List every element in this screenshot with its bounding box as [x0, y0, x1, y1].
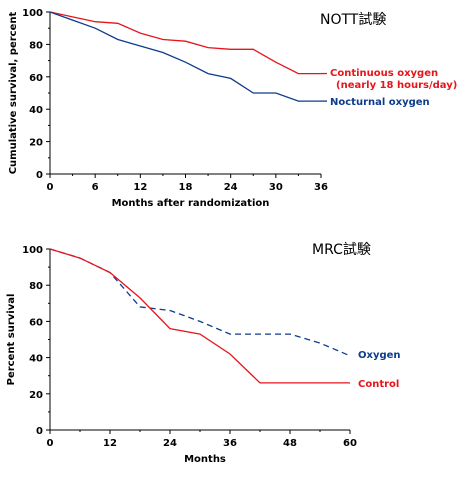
y-tick-label: 40 [29, 105, 43, 116]
x-tick-label: 12 [133, 182, 147, 193]
y-tick-label: 80 [29, 281, 43, 292]
x-tick-label: 12 [103, 438, 117, 449]
x-tick-label: 18 [179, 182, 193, 193]
y-tick-label: 0 [36, 170, 43, 181]
x-tick-label: 60 [343, 438, 357, 449]
y-tick-label: 60 [29, 73, 43, 84]
x-axis-label: Months [184, 454, 226, 465]
legend-label: Control [358, 379, 399, 390]
legend-label: Oxygen [358, 350, 401, 361]
x-tick-label: 24 [163, 438, 177, 449]
x-tick-label: 36 [223, 438, 237, 449]
y-tick-label: 100 [22, 8, 43, 19]
x-tick-label: 0 [47, 438, 54, 449]
chart-title: MRC試験 [312, 242, 371, 258]
x-tick-label: 48 [283, 438, 297, 449]
x-tick-label: 24 [224, 182, 238, 193]
chart-title: NOTT試験 [320, 12, 386, 28]
y-tick-label: 0 [36, 426, 43, 437]
x-tick-label: 36 [314, 182, 328, 193]
y-tick-label: 20 [29, 390, 43, 401]
y-tick-label: 100 [22, 245, 43, 256]
y-tick-label: 80 [29, 40, 43, 51]
series-line-nocturnal-oxygen [49, 11, 321, 102]
x-axis-label: Months after randomization [112, 198, 270, 209]
x-tick-label: 0 [47, 182, 54, 193]
x-tick-label: 30 [269, 182, 283, 193]
legend-label: Nocturnal oxygen [330, 97, 430, 108]
y-tick-label: 60 [29, 317, 43, 328]
y-axis-label: Cumulative survival, percent [8, 12, 19, 175]
y-tick-label: 40 [29, 354, 43, 365]
legend-label-line2: (nearly 18 hours/day) [336, 80, 457, 91]
legend-label: Continuous oxygen [330, 68, 438, 79]
y-tick-label: 20 [29, 138, 43, 149]
x-tick-label: 6 [92, 182, 99, 193]
series-line-continuous-oxygen [49, 11, 321, 75]
y-axis-label: Percent survival [6, 294, 17, 386]
series-line-control [49, 248, 350, 384]
